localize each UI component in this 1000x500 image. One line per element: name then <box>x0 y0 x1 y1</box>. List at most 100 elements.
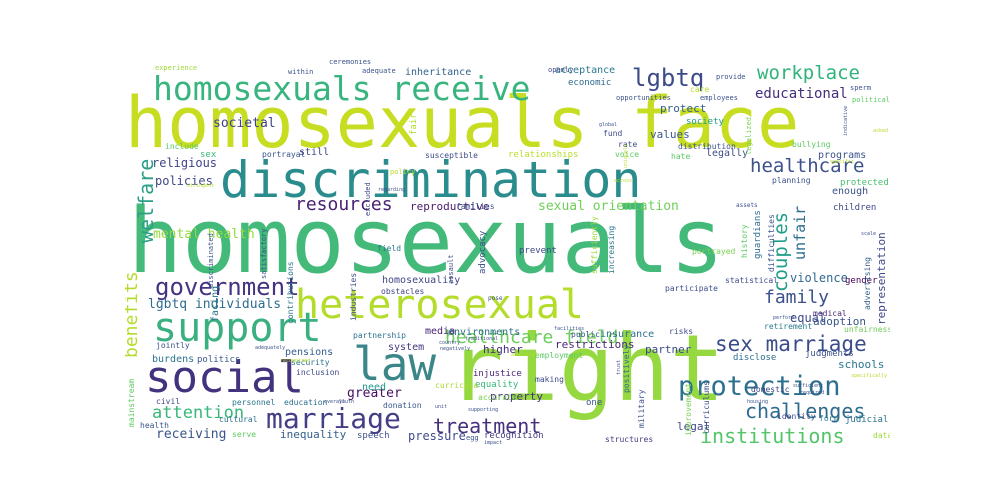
cloud-word: housing <box>747 399 768 405</box>
cloud-word: identity <box>777 412 816 421</box>
cloud-word: policies <box>155 174 213 188</box>
cloud-word: accurate <box>478 393 517 402</box>
cloud-word: experience <box>155 64 197 72</box>
cloud-word: mental health <box>153 227 255 242</box>
cloud-word: property <box>490 390 543 403</box>
cloud-word: benefits <box>125 271 142 358</box>
cloud-word: security <box>291 358 330 367</box>
cloud-word: ceremonies <box>329 60 371 66</box>
cloud-word: judgments <box>805 349 854 359</box>
cloud-word: society <box>686 117 725 127</box>
cloud-word: sufficient <box>793 383 823 389</box>
cloud-word: impact <box>484 440 502 445</box>
cloud-word: pose <box>488 295 503 302</box>
cloud-word: unit <box>435 404 447 410</box>
cloud-word: recognition <box>484 431 544 441</box>
cloud-word: making <box>535 375 564 384</box>
cloud-word: one <box>586 398 602 408</box>
cloud-word: healthcare field <box>445 327 618 348</box>
cloud-word: political <box>852 96 890 104</box>
cloud-word: employees <box>700 94 738 102</box>
cloud-word: portrayed <box>692 247 736 256</box>
cloud-word: scale <box>861 231 876 237</box>
cloud-word: data <box>873 431 890 440</box>
cloud-word: positively <box>622 345 631 393</box>
cloud-word: protected <box>840 178 889 188</box>
cloud-word: families <box>456 202 495 211</box>
cloud-word: civil <box>156 397 180 406</box>
cloud-word: lgbtq individuals <box>148 297 281 312</box>
cloud-word: hate <box>671 152 690 161</box>
cloud-word: provide <box>716 73 746 81</box>
cloud-word: employment <box>535 351 583 360</box>
cloud-word: medical <box>813 309 847 318</box>
cloud-word: assault <box>447 254 455 284</box>
cloud-word: government <box>155 273 300 301</box>
cloud-word: care <box>690 85 709 94</box>
cloud-word: children <box>833 203 876 213</box>
cloud-word: policy <box>390 168 415 176</box>
cloud-word: legally <box>706 148 748 159</box>
cloud-word: serve <box>232 430 256 439</box>
cloud-word: welfare <box>134 159 158 243</box>
cloud-word: field <box>377 244 401 253</box>
cloud-word: curriculums <box>702 381 711 434</box>
cloud-word: schools <box>838 358 884 371</box>
cloud-word: fund <box>603 129 622 138</box>
cloud-word: heterosexual <box>295 282 584 328</box>
cloud-word: injustice <box>473 369 522 379</box>
cloud-word: military <box>637 389 646 428</box>
cloud-word: perform <box>773 315 794 321</box>
cloud-word: adequately <box>255 345 285 351</box>
cloud-word: receiving <box>156 427 226 442</box>
cloud-word: politics <box>197 355 240 365</box>
cloud-word: need <box>362 382 386 393</box>
cloud-word: specifically <box>851 373 887 379</box>
cloud-word: satisfactory <box>260 228 268 279</box>
cloud-word: discrimination <box>220 151 641 209</box>
cloud-word: participate <box>665 284 718 293</box>
cloud-word: obstacles <box>381 287 425 296</box>
cloud-word: family <box>764 287 829 308</box>
cloud-word: statistical <box>725 276 778 285</box>
cloud-word: homosexuals face <box>125 82 799 164</box>
cloud-word: overall <box>324 399 345 405</box>
cloud-word: across <box>614 178 632 184</box>
cloud-word: sexual orientation <box>538 199 679 214</box>
cloud-word: values <box>650 128 690 141</box>
cloud-word: retirement <box>764 322 812 331</box>
cloud-word: facing <box>210 286 221 322</box>
cloud-word: traditional <box>465 336 498 342</box>
cloud-word: public <box>571 330 600 339</box>
cloud-word: resources <box>295 194 393 215</box>
cloud-word: planning <box>772 176 811 185</box>
cloud-word: partnership <box>353 331 406 340</box>
cloud-word: regarding <box>378 187 405 193</box>
cloud-word: fair <box>409 113 419 135</box>
cloud-word: sex <box>200 150 217 160</box>
cloud-word: excluded <box>364 182 372 216</box>
cloud-word: within <box>288 68 313 76</box>
cloud-word: legalized <box>745 117 753 155</box>
cloud-word: susceptible <box>425 151 478 160</box>
cloud-word: domestic <box>751 385 790 394</box>
cloud-word: mainstream <box>127 379 136 427</box>
cloud-word: gender <box>845 276 878 286</box>
cloud-word: discriminated <box>207 233 215 288</box>
cloud-word: curricula <box>435 381 479 390</box>
cloud-word: opportunities <box>616 94 671 102</box>
cloud-word: restrictions <box>555 338 634 351</box>
cloud-word: system <box>388 342 424 353</box>
cloud-word: asked <box>873 128 888 134</box>
cloud-word: prevent <box>519 246 557 256</box>
cloud-word: country <box>439 340 460 346</box>
cloud-word: jointly <box>156 341 190 350</box>
word-cloud-canvas: homosexuals homosexuals face right discrimi… <box>125 60 890 445</box>
cloud-word: healthcare <box>750 155 864 177</box>
cloud-word: law <box>353 337 436 391</box>
cloud-word: violence <box>790 271 848 285</box>
cloud-word: inheritance <box>405 67 471 78</box>
cloud-word: attention <box>152 403 244 423</box>
cloud-word: sperm <box>850 84 871 92</box>
cloud-word: unfairness <box>844 325 890 334</box>
